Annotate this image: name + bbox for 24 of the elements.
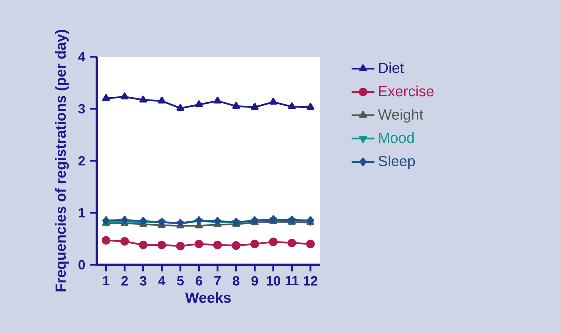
y-tick-label: 1 [79, 208, 86, 218]
x-tick-label: 8 [233, 276, 240, 286]
y-axis-title: Frequencies of registrations (per day) [55, 30, 70, 292]
x-tick-label: 3 [140, 276, 147, 286]
y-tick-label: 3 [78, 104, 86, 114]
legend-label: Mood [379, 132, 414, 144]
legend-label: Sleep [378, 156, 416, 170]
x-tick-label: 5 [177, 276, 184, 286]
legend-label: Weight [378, 109, 424, 123]
legend-label: Diet [379, 62, 404, 74]
y-tick-label: 2 [78, 156, 86, 166]
x-tick-label: 6 [196, 276, 202, 286]
x-tick-label: 7 [214, 276, 221, 286]
x-axis-title: Weeks [185, 292, 231, 304]
x-tick-label: 9 [252, 276, 258, 286]
x-tick-label: 12 [304, 276, 318, 286]
x-tick-label: 11 [286, 276, 299, 286]
x-tick-label: 2 [122, 276, 128, 286]
legend-label: Exercise [379, 86, 434, 97]
y-tick-label: 4 [78, 52, 86, 62]
x-tick-label: 4 [158, 276, 166, 286]
y-tick-label: 0 [78, 260, 86, 270]
x-tick-label: 1 [103, 276, 110, 286]
x-tick-label: 10 [266, 276, 280, 286]
